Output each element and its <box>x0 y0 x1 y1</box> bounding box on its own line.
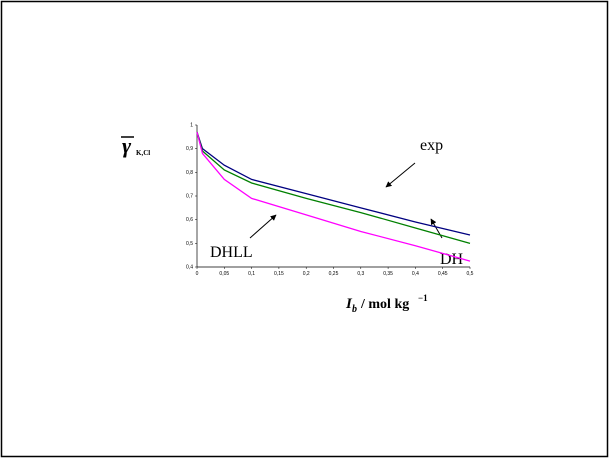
x-axis-label: I b / mol kg −1 <box>345 293 428 315</box>
y-tick-label: 0,9 <box>186 146 193 152</box>
y-axis-label: γ K,Cl <box>121 133 150 158</box>
x-label-subscript: b <box>352 304 357 315</box>
series-line <box>196 131 471 244</box>
x-tick-label: 0,35 <box>383 271 393 277</box>
series-label: DH <box>440 251 464 268</box>
series-line <box>196 131 471 236</box>
y-label-symbol: γ <box>122 133 132 158</box>
y-label-subscript: K,Cl <box>136 149 150 157</box>
x-tick-label: 0,5 <box>467 271 474 277</box>
x-tick-label: 0,15 <box>274 271 284 277</box>
arrow <box>385 162 416 188</box>
series-line <box>196 131 471 262</box>
series-label: DHLL <box>210 244 253 261</box>
x-tick-label: 0,05 <box>219 271 229 277</box>
arrow <box>249 214 277 239</box>
y-tick-label: 0,7 <box>186 194 193 200</box>
y-tick-label: 0,4 <box>186 265 193 271</box>
x-label-unit: / mol kg <box>360 297 409 312</box>
y-tick-label: 1 <box>190 123 193 129</box>
x-tick-label: 0,3 <box>357 271 364 277</box>
x-tick-label: 0 <box>196 271 199 277</box>
x-label-exponent: −1 <box>418 293 428 303</box>
x-tick-label: 0,2 <box>303 271 310 277</box>
y-tick-label: 0,6 <box>186 217 193 223</box>
series-label: exp <box>420 137 443 154</box>
y-tick-label: 0,5 <box>186 241 193 247</box>
x-tick-label: 0,4 <box>412 271 419 277</box>
y-tick-label: 0,8 <box>186 170 193 176</box>
x-label-symbol: I <box>345 296 353 312</box>
x-tick-label: 0,1 <box>248 271 255 277</box>
x-tick-label: 0,45 <box>438 271 448 277</box>
x-tick-label: 0,25 <box>329 271 339 277</box>
